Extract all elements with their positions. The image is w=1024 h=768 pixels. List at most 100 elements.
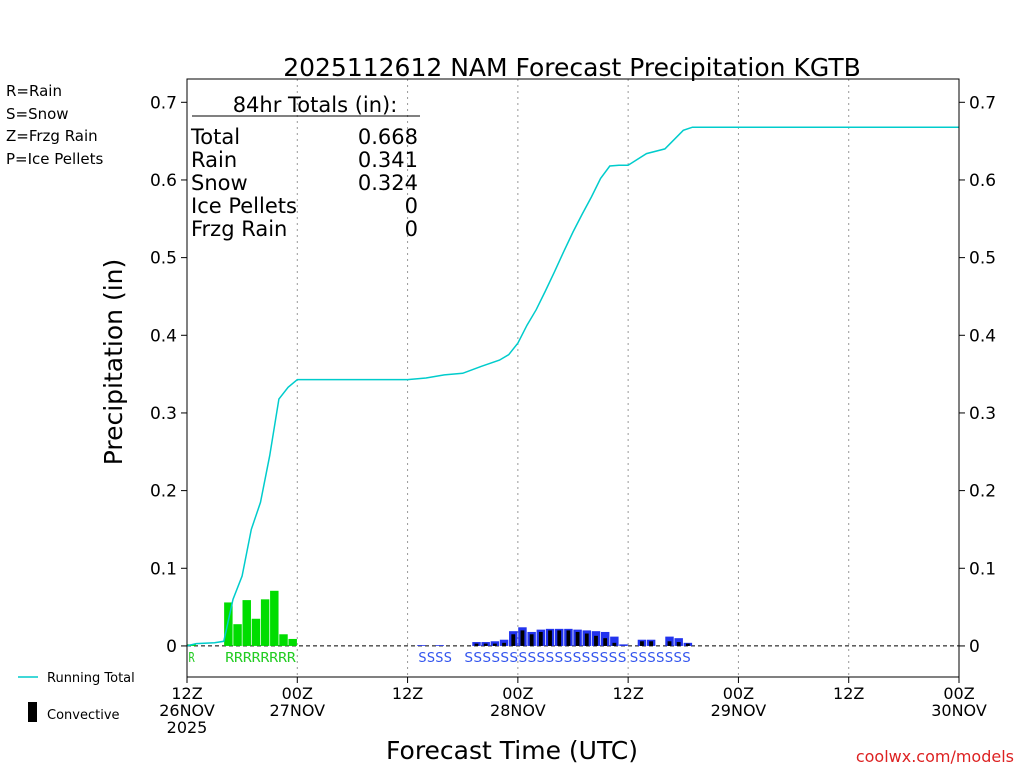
y-tick-label-right: 0 — [969, 637, 980, 657]
x-tick-label: 12Z — [833, 684, 864, 703]
x-tick-label: 12Z — [612, 684, 643, 703]
x-tick-label: 30NOV — [931, 701, 987, 720]
convective-bar — [538, 631, 543, 646]
precip-type-letters: R — [189, 651, 195, 666]
y-tick-label-left: 0.6 — [150, 171, 177, 191]
x-tick-label: 00Z — [723, 684, 754, 703]
totals-row-label: Rain — [191, 148, 237, 172]
precip-bars — [187, 590, 693, 646]
totals-row-value: 0 — [405, 194, 418, 218]
totals-box: 84hr Totals (in): Total 0.668 Rain 0.341 Snow… — [190, 93, 420, 241]
precip-type-letters: RRRRRRRR — [225, 651, 296, 666]
y-tick-label-right: 0.4 — [969, 326, 996, 346]
totals-row-value: 0 — [405, 217, 418, 241]
precip-bar-rain — [288, 638, 297, 646]
precip-bar-rain — [279, 634, 288, 646]
running-total-legend-label: Running Total — [47, 671, 135, 686]
convective-bar — [594, 635, 598, 646]
x-tick-label: 12Z — [171, 684, 202, 703]
y-tick-label-left: 0.2 — [150, 482, 177, 502]
convective-bar — [685, 643, 690, 646]
convective-bar — [511, 634, 516, 646]
convective-legend-swatch — [28, 702, 37, 722]
totals-row-value: 0.341 — [358, 148, 418, 172]
convective-bar — [492, 643, 497, 646]
gridlines — [187, 79, 959, 677]
precip-bar-rain — [251, 618, 261, 646]
precip-bar-snow — [417, 645, 426, 646]
convective-bar — [474, 643, 479, 646]
y-axis-label: Precipitation (in) — [99, 259, 128, 466]
precip-type-strip: R RRRRRRRR SSSS SSSSSSSSSSSSSSSSSS SSSSSSS — [189, 651, 691, 666]
convective-bar — [612, 642, 617, 646]
convective-bar — [548, 630, 552, 646]
legend-ice-pellets-label: P=Ice Pellets — [6, 150, 104, 168]
x-tick-label: 00Z — [502, 684, 533, 703]
totals-box-header: 84hr Totals (in): — [233, 93, 398, 117]
convective-bar — [520, 630, 525, 646]
x-tick-label: 29NOV — [711, 701, 767, 720]
totals-row-label: Ice Pellets — [191, 194, 297, 218]
y-tick-label-left: 0.7 — [150, 93, 177, 113]
precip-type-letters: SSSS — [418, 651, 452, 666]
y-tick-label-right: 0.1 — [969, 559, 996, 579]
x-axis-label: Forecast Time (UTC) — [386, 736, 638, 765]
convective-bar — [676, 642, 681, 646]
precip-bar-snow — [619, 644, 628, 646]
y-tick-label-left: 0.5 — [150, 249, 177, 269]
y-tick-label-left: 0.3 — [150, 404, 177, 424]
precip-bar-rain — [224, 602, 233, 646]
convective-bar — [529, 634, 534, 646]
precip-bar-rain — [260, 599, 270, 646]
y-tick-label-right: 0.6 — [969, 171, 996, 191]
totals-row-label: Snow — [191, 171, 248, 195]
totals-row-label: Frzg Rain — [191, 217, 287, 241]
x-tick-label: 26NOV — [159, 701, 215, 720]
y-tick-label-right: 0.3 — [969, 404, 996, 424]
x-tick-label: 00Z — [943, 684, 974, 703]
convective-bar — [667, 641, 672, 646]
x-tick-label: 28NOV — [490, 701, 546, 720]
precip-type-letters: SSSSSSS — [630, 651, 691, 666]
plot-frame — [186, 78, 960, 678]
totals-row-label: Total — [190, 125, 240, 149]
y-tick-label-right: 0.2 — [969, 482, 996, 502]
precip-bar-snow — [435, 645, 444, 646]
precip-bar-rain — [233, 624, 242, 646]
y-tick-label-left: 0.4 — [150, 326, 177, 346]
chart-title: 2025112612 NAM Forecast Precipitation KG… — [283, 53, 861, 82]
convective-legend-label: Convective — [47, 708, 120, 723]
running-total-line-group — [186, 126, 959, 647]
y-tick-label-left: 0.1 — [150, 559, 177, 579]
series-legend: Running Total Convective — [18, 671, 135, 723]
precip-bar-rain — [270, 590, 279, 646]
precip-type-letters: SSSSSSSSSSSSSSSSSS — [464, 651, 626, 666]
convective-bar — [649, 641, 654, 646]
convective-bar — [483, 643, 488, 646]
precip-bar-rain — [242, 600, 251, 646]
x-tick-label: 12Z — [392, 684, 423, 703]
convective-bar — [603, 638, 608, 646]
running-total-line — [186, 126, 959, 647]
precip-bar-snow — [610, 636, 619, 646]
convective-bar — [640, 641, 644, 646]
credit-text: coolwx.com/models — [856, 747, 1014, 766]
convective-bar — [502, 642, 506, 646]
convective-bar — [575, 631, 580, 646]
legend-snow-label: S=Snow — [6, 105, 69, 123]
x-tick-label: 2025 — [167, 718, 208, 737]
convective-bar — [566, 630, 571, 646]
y-tick-label-right: 0.5 — [969, 249, 996, 269]
totals-row-value: 0.324 — [358, 171, 418, 195]
legend-frzg-rain-label: Z=Frzg Rain — [6, 127, 98, 145]
x-tick-label: 00Z — [282, 684, 313, 703]
convective-bar — [584, 633, 589, 646]
x-tick-label: 27NOV — [269, 701, 325, 720]
totals-row-value: 0.668 — [358, 125, 418, 149]
legend-rain-label: R=Rain — [6, 82, 62, 100]
axes: 0 00.1 0.10.2 0.20.3 0.30.4 0.40.5 0.50.6 0.60.… — [150, 78, 996, 737]
y-tick-label-left: 0 — [166, 637, 177, 657]
y-tick-label-right: 0.7 — [969, 93, 996, 113]
convective-bar — [557, 630, 562, 646]
